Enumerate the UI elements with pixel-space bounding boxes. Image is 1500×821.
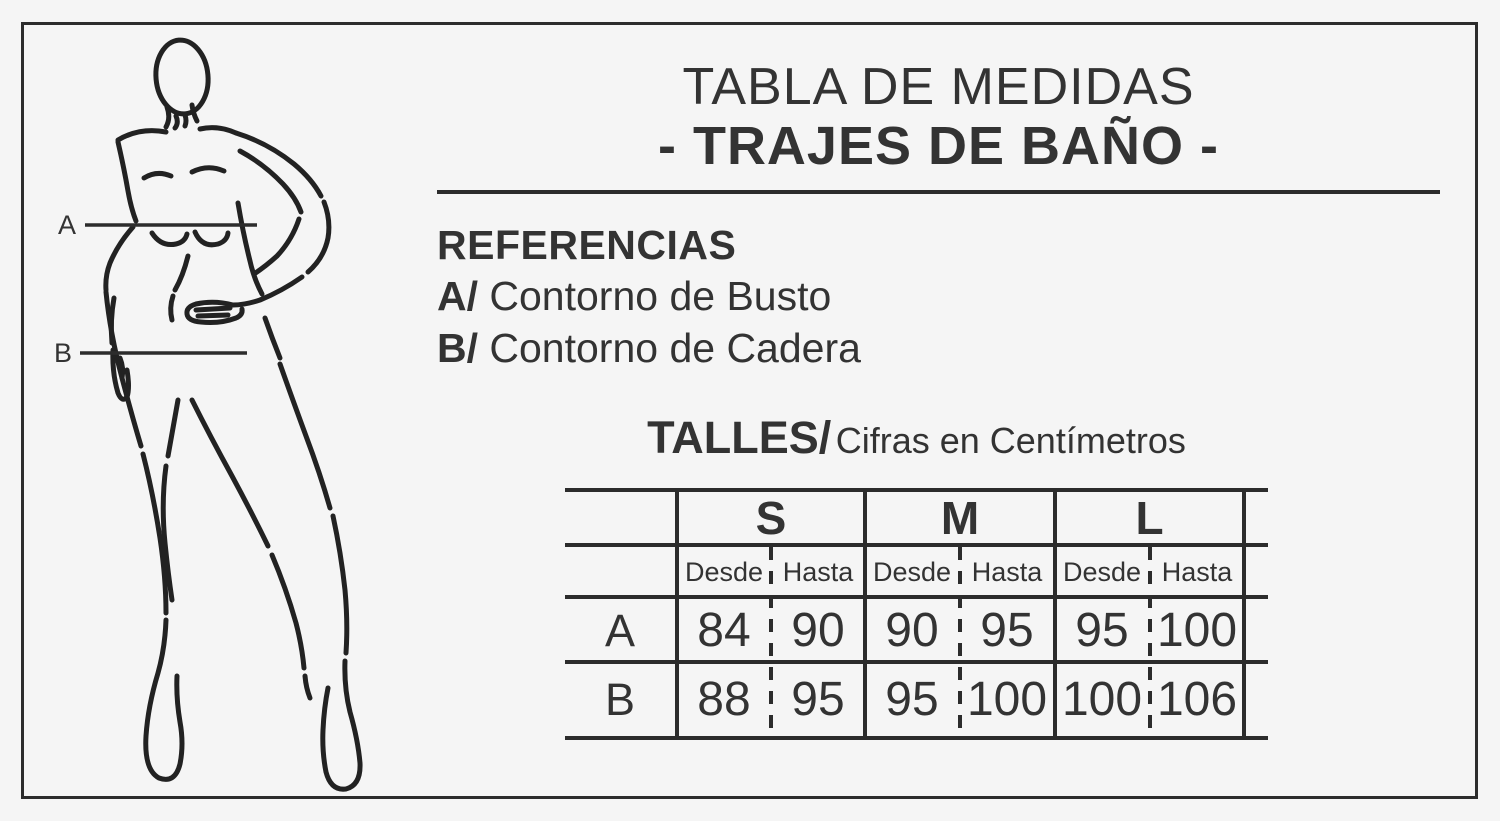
table-cell: 95 — [1075, 604, 1129, 657]
reference-key-b: B/ — [437, 325, 478, 371]
table-vline — [1242, 490, 1246, 740]
table-cell: 95 — [791, 673, 845, 726]
table-vline — [1053, 490, 1057, 740]
table-vline — [675, 490, 679, 740]
size-table: S M L Desde Hasta Desde Hasta Desde Hast… — [565, 488, 1268, 742]
reference-text-a: Contorno de Busto — [478, 273, 832, 319]
reference-item-bust: A/ Contorno de Busto — [437, 270, 1337, 322]
size-header-m: M — [940, 492, 980, 544]
table-hline — [565, 736, 1268, 740]
references-heading: REFERENCIAS — [437, 222, 737, 268]
range-header-desde: Desde — [872, 557, 952, 587]
reference-text-b: Contorno de Cadera — [478, 325, 861, 371]
mannequin-sketch-svg: A B — [54, 37, 363, 792]
outer-border — [21, 22, 1478, 799]
figure-illustration: A B — [40, 28, 412, 796]
table-cell: 90 — [791, 604, 845, 657]
range-header-hasta: Hasta — [971, 557, 1043, 587]
table-cell: 84 — [697, 604, 751, 657]
reference-item-hip: B/ Contorno de Cadera — [437, 322, 1337, 374]
hand-on-hip — [184, 299, 245, 325]
page-title: TABLA DE MEDIDAS — [682, 58, 1195, 116]
title-block: TABLA DE MEDIDAS - TRAJES DE BAÑO - — [437, 58, 1440, 176]
row-label-a: A — [604, 605, 635, 656]
page-subtitle: - TRAJES DE BAÑO - — [657, 116, 1220, 176]
table-hline — [565, 543, 1268, 547]
talles-heading: TALLES/ — [647, 412, 832, 463]
range-header-hasta: Hasta — [1161, 557, 1233, 587]
talles-heading-line: TALLES/ Cifras en Centímetros — [565, 412, 1268, 464]
right-foot — [320, 658, 363, 792]
range-header-desde: Desde — [1062, 557, 1142, 587]
table-cell: 88 — [697, 673, 751, 726]
table-dashed-divider — [1148, 547, 1152, 736]
left-foot — [143, 617, 185, 782]
bust-line-label: A — [58, 210, 76, 240]
table-hline — [565, 660, 1268, 664]
range-header-desde: Desde — [684, 557, 764, 587]
table-cell: 100 — [1156, 604, 1238, 657]
table-cell: 95 — [980, 604, 1034, 657]
table-hline — [565, 488, 1268, 492]
size-header-l: L — [1135, 492, 1164, 544]
hip-line-label: B — [54, 338, 72, 368]
table-hline — [565, 595, 1268, 599]
table-vline — [863, 490, 867, 740]
size-header-s: S — [755, 492, 787, 544]
title-divider — [437, 190, 1440, 194]
table-dashed-divider — [958, 547, 962, 736]
range-header-hasta: Hasta — [782, 557, 854, 587]
table-cell: 106 — [1156, 673, 1238, 726]
table-cell: 100 — [1061, 673, 1143, 726]
reference-key-a: A/ — [437, 273, 478, 319]
references-block: REFERENCIAS A/ Contorno de Busto B/ Cont… — [437, 220, 1337, 374]
table-dashed-divider — [769, 547, 773, 736]
table-cell: 100 — [966, 673, 1048, 726]
table-cell: 95 — [885, 673, 939, 726]
head-outline — [153, 37, 211, 117]
row-label-b: B — [604, 674, 635, 725]
table-cell: 90 — [885, 604, 939, 657]
talles-note: Cifras en Centímetros — [835, 420, 1186, 461]
